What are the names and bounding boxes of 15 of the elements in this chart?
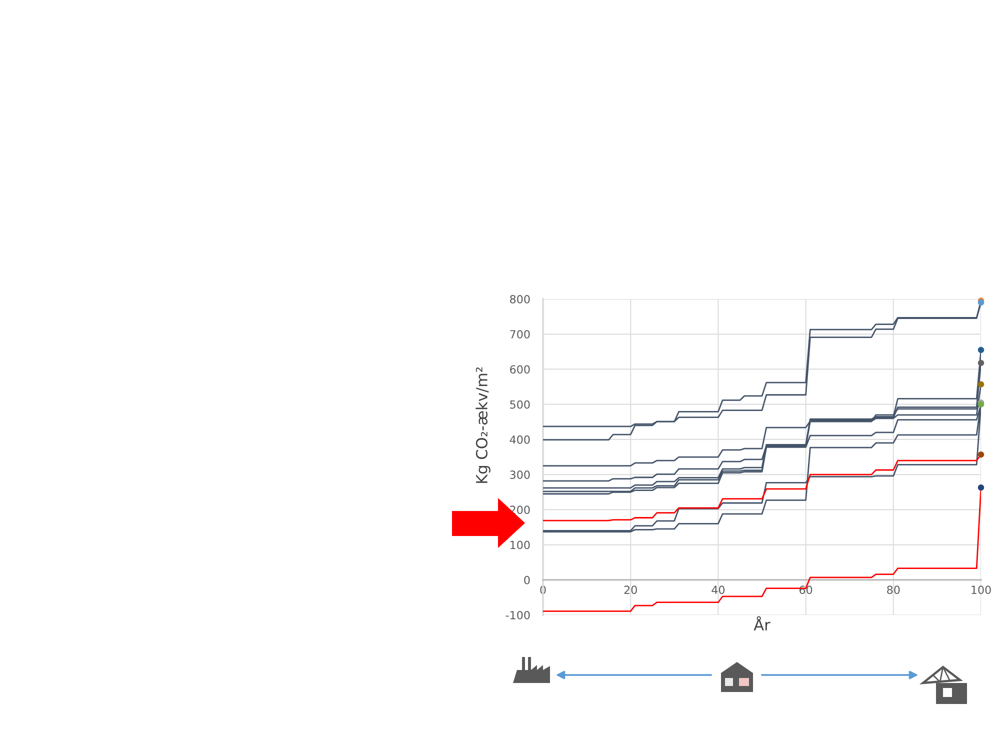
x-tick-label: 40 bbox=[712, 586, 725, 594]
y-tick-label: 800 bbox=[510, 295, 530, 304]
x-tick-label: 20 bbox=[624, 586, 637, 594]
y-tick-label: 300 bbox=[510, 470, 530, 479]
x-tick-label: 100 bbox=[972, 586, 991, 594]
y-tick-label: 400 bbox=[510, 435, 530, 444]
y-tick-label: -100 bbox=[506, 610, 530, 620]
x-axis-title: År bbox=[754, 616, 770, 630]
y-tick-label: 500 bbox=[510, 400, 530, 409]
y-tick-label: 100 bbox=[510, 540, 530, 550]
x-tick-label: 80 bbox=[887, 586, 900, 594]
y-tick-label: 600 bbox=[510, 365, 530, 374]
y-tick-label: 0 bbox=[524, 576, 530, 584]
y-tick-label: 700 bbox=[510, 330, 530, 339]
y-axis-title: Kg CO₂-ækv/m² bbox=[476, 367, 490, 483]
